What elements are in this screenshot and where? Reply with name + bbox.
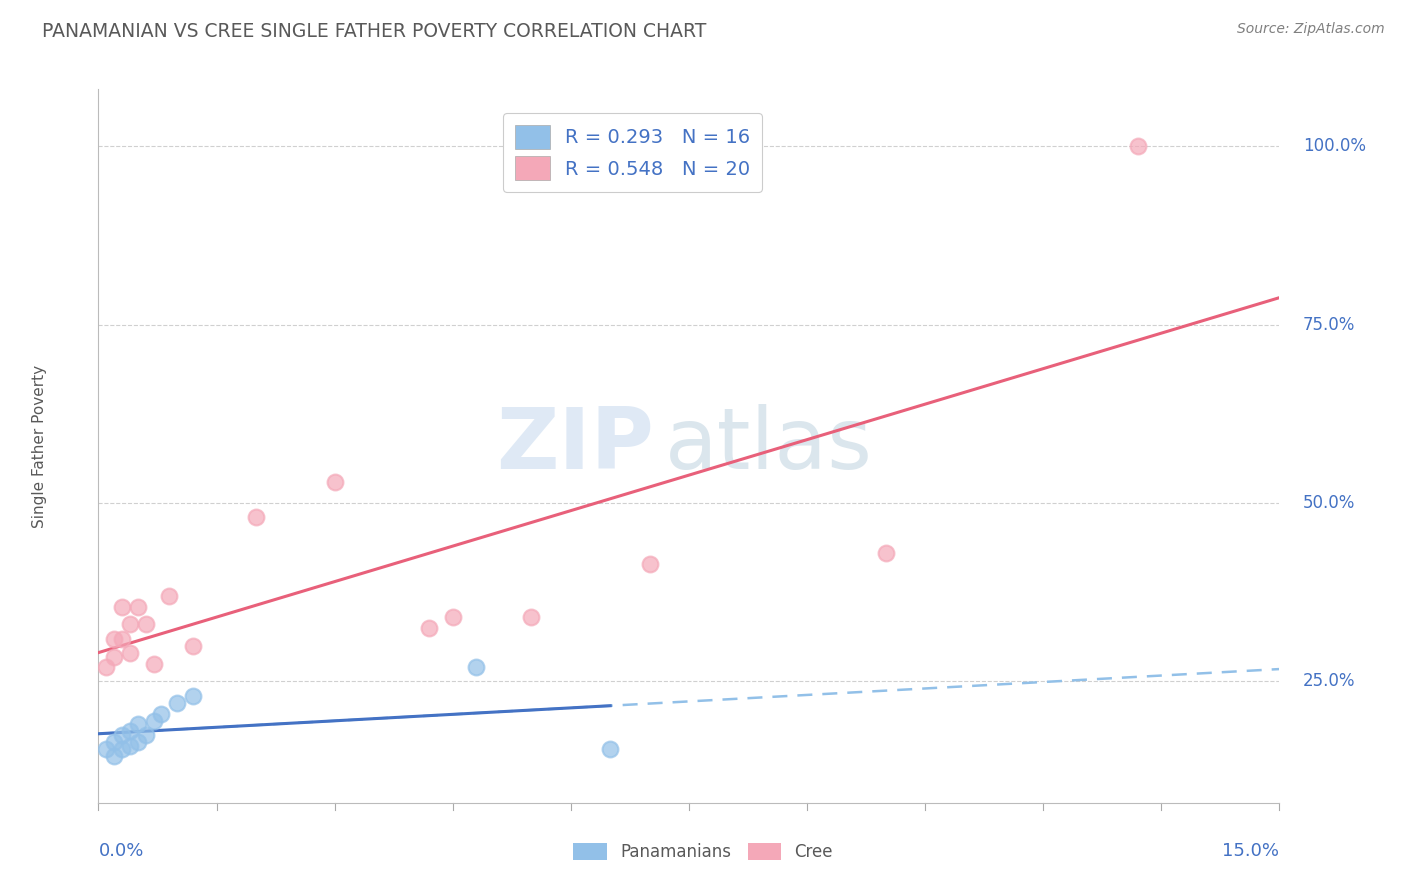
Point — [127, 717, 149, 731]
Point — [166, 696, 188, 710]
Point — [135, 617, 157, 632]
Point — [111, 599, 134, 614]
Point — [118, 724, 141, 739]
Legend: Panamanians, Cree: Panamanians, Cree — [567, 836, 839, 868]
Text: 75.0%: 75.0% — [1303, 316, 1355, 334]
Text: 0.0%: 0.0% — [98, 842, 143, 860]
Point — [127, 599, 149, 614]
Point — [96, 660, 118, 674]
Point — [875, 546, 897, 560]
Point — [150, 706, 173, 721]
Point — [103, 749, 125, 764]
Point — [323, 475, 346, 489]
Point — [520, 610, 543, 624]
Text: 15.0%: 15.0% — [1222, 842, 1279, 860]
Point — [465, 660, 488, 674]
Text: ZIP: ZIP — [496, 404, 654, 488]
Point — [111, 632, 134, 646]
Point — [118, 617, 141, 632]
Text: 100.0%: 100.0% — [1303, 137, 1367, 155]
Point — [103, 649, 125, 664]
Point — [157, 589, 180, 603]
Point — [245, 510, 267, 524]
Text: 50.0%: 50.0% — [1303, 494, 1355, 512]
Point — [111, 728, 134, 742]
Point — [103, 735, 125, 749]
Point — [96, 742, 118, 756]
Point — [118, 646, 141, 660]
Text: 25.0%: 25.0% — [1303, 673, 1355, 690]
Point — [142, 657, 165, 671]
Point — [1126, 139, 1149, 153]
Point — [111, 742, 134, 756]
Point — [103, 632, 125, 646]
Point — [118, 739, 141, 753]
Text: Source: ZipAtlas.com: Source: ZipAtlas.com — [1237, 22, 1385, 37]
Point — [142, 714, 165, 728]
Point — [418, 621, 440, 635]
Point — [127, 735, 149, 749]
Point — [599, 742, 621, 756]
Point — [135, 728, 157, 742]
Legend: R = 0.293   N = 16, R = 0.548   N = 20: R = 0.293 N = 16, R = 0.548 N = 20 — [503, 113, 762, 192]
Point — [181, 689, 204, 703]
Point — [638, 557, 661, 571]
Text: PANAMANIAN VS CREE SINGLE FATHER POVERTY CORRELATION CHART: PANAMANIAN VS CREE SINGLE FATHER POVERTY… — [42, 22, 707, 41]
Text: atlas: atlas — [665, 404, 873, 488]
Text: Single Father Poverty: Single Father Poverty — [32, 365, 46, 527]
Point — [181, 639, 204, 653]
Point — [441, 610, 464, 624]
